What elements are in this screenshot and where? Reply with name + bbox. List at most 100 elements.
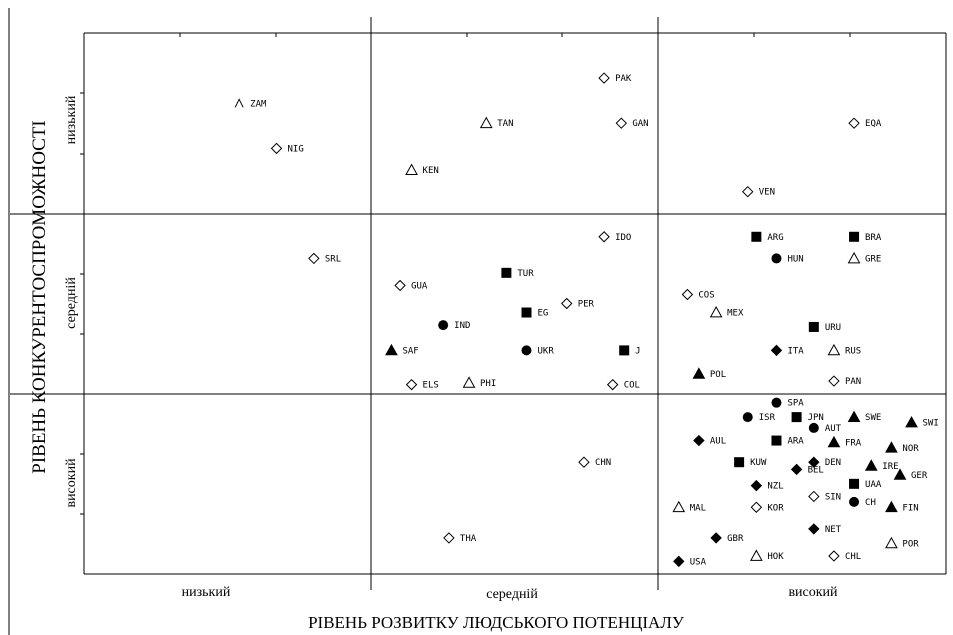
point-saf-label: SAF	[402, 346, 418, 356]
point-nzl-marker	[750, 479, 763, 492]
point-chn: CHN	[578, 456, 611, 468]
point-chl-marker	[828, 550, 840, 562]
point-eg-marker	[521, 307, 532, 318]
left-minor-ticks	[80, 92, 84, 515]
point-ara: ARA	[771, 435, 804, 447]
point-bel-label: BEL	[808, 465, 824, 475]
point-hun: HUN	[771, 253, 804, 264]
point-cos-marker	[681, 288, 694, 301]
point-jpn-marker	[791, 412, 802, 423]
point-ire: IRE	[864, 459, 899, 472]
point-ger-marker	[893, 468, 907, 480]
point-tha-marker	[443, 532, 455, 544]
point-col-label: COL	[624, 381, 640, 391]
point-swi-marker	[905, 415, 918, 428]
point-gua: GUA	[394, 279, 428, 291]
point-srl: SRL	[308, 252, 341, 265]
point-uru: URU	[808, 321, 841, 333]
data-points: ZAM NIG PAK TAN GAN EQA KEN VEN SRL IDO ARG BRA HUN G…	[234, 72, 939, 568]
point-chn-marker	[578, 456, 590, 468]
point-fin-label: FIN	[902, 503, 918, 513]
point-kuw: KUW	[734, 457, 767, 468]
point-j-marker	[619, 345, 630, 356]
point-fin: FIN	[885, 500, 919, 513]
point-cos: COS	[681, 288, 715, 301]
point-col: COL	[606, 378, 640, 391]
point-ken-label: KEN	[423, 166, 439, 176]
point-ire-marker	[864, 459, 878, 471]
point-fra-label: FRA	[845, 438, 862, 448]
point-ido-marker	[598, 231, 610, 243]
point-per: PER	[561, 297, 595, 310]
point-uaa: UAA	[849, 478, 882, 490]
point-nig-label: NIG	[288, 144, 304, 154]
point-por-label: POR	[902, 539, 919, 549]
point-nor: NOR	[885, 441, 919, 454]
point-ukr-marker	[521, 345, 532, 356]
point-pak-marker	[598, 72, 610, 84]
point-els-marker	[405, 378, 418, 391]
point-ara-label: ARA	[787, 437, 804, 447]
point-ind-label: IND	[454, 321, 470, 331]
point-saf: SAF	[385, 343, 419, 356]
point-phi: PHI	[462, 376, 496, 389]
point-mex: MEX	[709, 305, 744, 319]
point-kuw-marker	[734, 457, 745, 468]
point-tan-marker	[479, 116, 493, 129]
x-tick-label-low: низький	[182, 585, 231, 600]
point-mal-marker	[672, 500, 686, 513]
point-kor-marker	[750, 501, 763, 513]
y-tick-label-low: низький	[64, 95, 79, 144]
point-nzl-label: NZL	[767, 482, 783, 492]
point-tur-marker	[501, 267, 512, 278]
point-mex-label: MEX	[727, 309, 744, 319]
point-aul-label: AUL	[710, 437, 726, 447]
point-isr: ISR	[742, 412, 776, 423]
point-zam-marker	[234, 98, 244, 108]
point-nig-marker	[270, 142, 283, 155]
point-chn-label: CHN	[595, 458, 611, 468]
point-den: DEN	[808, 456, 841, 468]
point-spa: SPA	[771, 397, 804, 409]
x-tick-label-high: високий	[788, 585, 838, 600]
point-phi-label: PHI	[480, 379, 496, 389]
point-phi-marker	[462, 376, 476, 388]
point-sin-marker	[808, 490, 820, 503]
point-nor-label: NOR	[902, 444, 919, 454]
point-mal-label: MAL	[690, 503, 706, 513]
point-swe: SWE	[847, 410, 881, 423]
point-net: NET	[808, 523, 842, 535]
point-usa-marker	[673, 555, 685, 568]
point-eg-label: EG	[537, 309, 548, 319]
point-usa: USA	[673, 555, 707, 568]
point-ven: VEN	[742, 185, 775, 198]
point-bra-label: BRA	[865, 233, 882, 243]
point-ind: IND	[438, 320, 470, 331]
point-ven-label: VEN	[759, 188, 775, 198]
point-spa-marker	[771, 397, 782, 408]
point-srl-marker	[308, 252, 320, 265]
point-bel-marker	[790, 463, 803, 476]
point-aut-marker	[808, 422, 819, 433]
point-chl: CHL	[828, 550, 861, 562]
point-pan-label: PAN	[845, 377, 861, 387]
point-pol-label: POL	[710, 370, 726, 380]
y-tick-label-mid: середній	[64, 277, 79, 329]
point-bel: BEL	[790, 463, 824, 476]
point-swi-label: SWI	[923, 419, 939, 429]
point-net-marker	[808, 523, 820, 535]
point-fra: FRA	[827, 435, 862, 448]
point-gbr-marker	[710, 532, 722, 544]
y-tick-label-high: високий	[64, 458, 79, 508]
point-gan: GAN	[615, 117, 649, 129]
point-j: J	[619, 345, 641, 356]
point-kuw-label: KUW	[750, 458, 767, 468]
point-hun-marker	[771, 253, 782, 264]
point-ch-label: CH	[865, 498, 876, 508]
point-els: ELS	[405, 378, 439, 391]
point-ire-label: IRE	[882, 462, 898, 472]
point-por-marker	[885, 536, 898, 549]
point-hok: HOK	[750, 549, 784, 562]
point-swe-label: SWE	[865, 413, 881, 423]
